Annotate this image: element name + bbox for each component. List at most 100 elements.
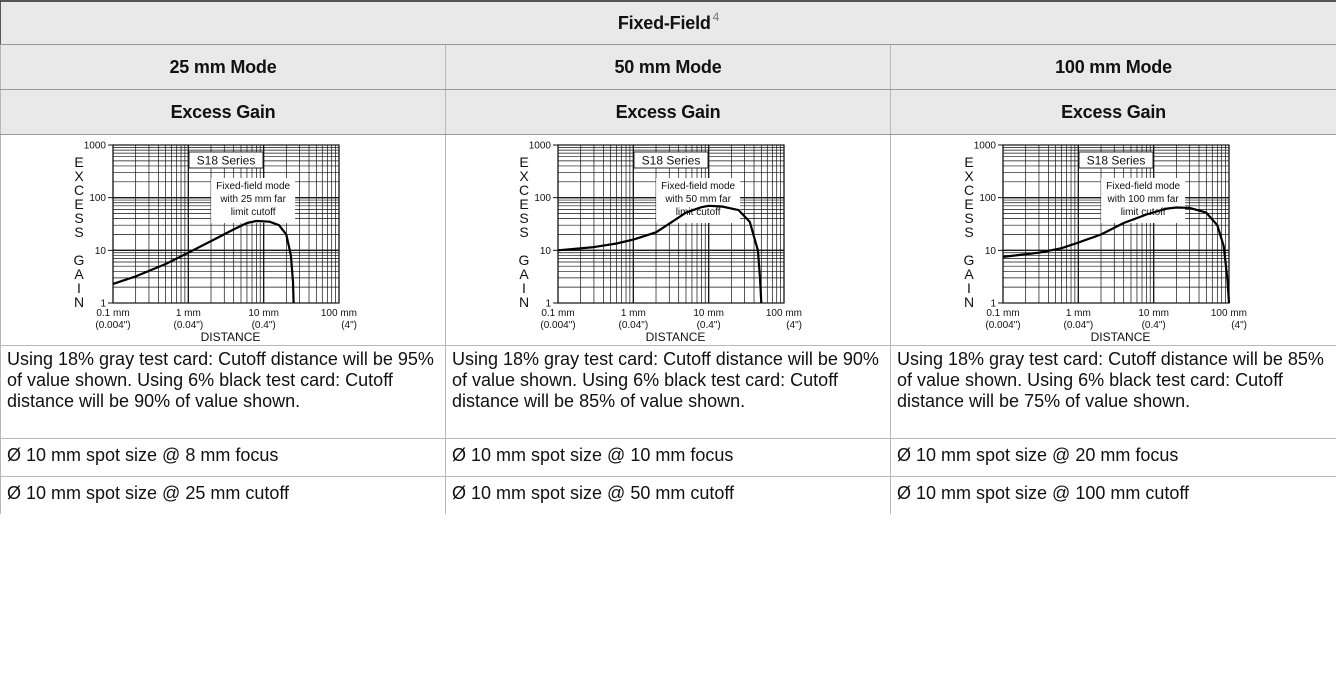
mode-header-50: 50 mm Mode	[445, 44, 891, 90]
mode-annotation-line: Fixed-field mode	[216, 181, 290, 192]
x-tick-label: 100 mm	[766, 308, 802, 319]
x-tick-label-inch: (0.4")	[1142, 320, 1166, 331]
y-tick-label: 10	[540, 246, 552, 257]
grid	[1002, 144, 1230, 304]
plot-frame	[557, 144, 785, 304]
focus-spec-50: Ø 10 mm spot size @ 10 mm focus	[445, 438, 891, 477]
x-tick-label-inch: (0.004")	[95, 320, 130, 331]
focus-row: Ø 10 mm spot size @ 8 mm focus Ø 10 mm s…	[0, 438, 1336, 477]
y-axis-label-letter: S	[519, 210, 528, 226]
y-axis-label-letter: E	[964, 154, 973, 170]
excess-gain-header-50: Excess Gain	[445, 89, 891, 135]
chart-cell-50: S18 Series Fixed-field mode with 50 mm far…	[445, 134, 891, 346]
y-axis-label-letter: C	[964, 182, 974, 198]
cutoff-row: Ø 10 mm spot size @ 25 mm cutoff Ø 10 mm…	[0, 476, 1336, 514]
y-tick-label: 100	[534, 193, 551, 204]
mode-annotation-line: Fixed-field mode	[1106, 181, 1180, 192]
cutoff-spec-100: Ø 10 mm spot size @ 100 mm cutoff	[889, 476, 1336, 514]
y-axis-label-letter: X	[519, 168, 529, 184]
mode-annotation-line: with 50 mm far	[664, 194, 731, 205]
y-axis-label-letter: I	[77, 280, 81, 296]
y-axis-label-letter: A	[74, 266, 84, 282]
excess-gain-curve	[112, 219, 295, 304]
series-label-box	[633, 151, 709, 169]
fixed-field-table: Fixed-Field 4 25 mm Mode 50 mm Mode 100 m…	[0, 0, 1336, 514]
y-tick-label: 1000	[974, 141, 997, 152]
mode-header-25: 25 mm Mode	[0, 44, 446, 90]
description-row: Using 18% gray test card: Cutoff distanc…	[0, 345, 1336, 439]
y-axis-label-letter: E	[519, 196, 528, 212]
x-axis-label: DISTANCE	[646, 330, 706, 344]
y-tick-label: 1	[545, 299, 551, 310]
y-axis-label-letter: S	[74, 210, 83, 226]
x-tick-label-inch: (0.4")	[697, 320, 721, 331]
y-axis-label-letter: X	[74, 168, 84, 184]
series-label-box	[188, 151, 264, 169]
mode-annotation-line: limit cutoff	[231, 207, 276, 218]
x-tick-label-inch: (0.004")	[540, 320, 575, 331]
mode-annotation-line: with 25 mm far	[219, 194, 286, 205]
x-tick-label: 1 mm	[1066, 308, 1091, 319]
x-tick-label: 100 mm	[321, 308, 357, 319]
cutoff-spec-50: Ø 10 mm spot size @ 50 mm cutoff	[445, 476, 891, 514]
mode-annotation-line: with 100 mm far	[1107, 194, 1180, 205]
table-title: Fixed-Field 4	[0, 0, 1336, 45]
chart-cell-100: S18 Series Fixed-field mode with 100 mm fa…	[889, 134, 1336, 346]
series-label-box	[1078, 151, 1154, 169]
y-axis-label-letter: G	[74, 252, 85, 268]
x-tick-label: 1 mm	[621, 308, 646, 319]
y-axis-label-letter: I	[967, 280, 971, 296]
y-tick-label: 1	[990, 299, 996, 310]
y-axis-label-letter: X	[964, 168, 974, 184]
excess-gain-header-100: Excess Gain	[889, 89, 1336, 135]
focus-spec-25: Ø 10 mm spot size @ 8 mm focus	[0, 438, 446, 477]
chart-cell-25: S18 Series Fixed-field mode with 25 mm far…	[0, 134, 446, 346]
x-tick-label: 1 mm	[176, 308, 201, 319]
excess-gain-curve	[557, 204, 763, 304]
description-50: Using 18% gray test card: Cutoff distanc…	[445, 345, 891, 439]
y-axis-label-letter: S	[519, 224, 528, 240]
subheader-row: Excess Gain Excess Gain Excess Gain	[0, 89, 1336, 135]
y-tick-label: 10	[985, 246, 997, 257]
x-tick-label-inch: (0.04")	[618, 320, 648, 331]
series-label: S18 Series	[197, 154, 256, 168]
title-row: Fixed-Field 4	[0, 0, 1336, 45]
y-axis-label-letter: N	[74, 294, 84, 310]
x-tick-label: 10 mm	[693, 308, 724, 319]
plot-frame	[1002, 144, 1230, 304]
y-axis-label-letter: E	[964, 196, 973, 212]
y-axis-label-letter: S	[964, 210, 973, 226]
x-tick-label: 0.1 mm	[986, 308, 1019, 319]
x-tick-label-inch: (4")	[786, 320, 802, 331]
y-axis-label-letter: A	[964, 266, 974, 282]
mode-header-100: 100 mm Mode	[889, 44, 1336, 90]
series-label: S18 Series	[642, 154, 701, 168]
y-tick-label: 100	[89, 193, 106, 204]
y-axis-label-letter: S	[74, 224, 83, 240]
x-tick-label: 10 mm	[248, 308, 279, 319]
x-tick-label: 10 mm	[1138, 308, 1169, 319]
y-axis-label-letter: G	[964, 252, 975, 268]
y-axis-label-letter: C	[74, 182, 84, 198]
excess-gain-chart-50: S18 Series Fixed-field mode with 50 mm far…	[519, 141, 802, 345]
x-axis-label: DISTANCE	[201, 330, 261, 344]
focus-spec-100: Ø 10 mm spot size @ 20 mm focus	[889, 438, 1336, 477]
y-tick-label: 10	[95, 246, 107, 257]
chart-row: S18 Series Fixed-field mode with 25 mm far…	[0, 134, 1336, 346]
x-tick-label: 100 mm	[1211, 308, 1247, 319]
footnote-ref[interactable]: 4	[712, 9, 720, 24]
grid	[112, 144, 340, 304]
excess-gain-header-25: Excess Gain	[0, 89, 446, 135]
y-tick-label: 1000	[529, 141, 552, 152]
x-tick-label-inch: (4")	[341, 320, 357, 331]
x-tick-label: 0.1 mm	[96, 308, 129, 319]
mode-annotation-box	[656, 178, 741, 223]
y-axis-label-letter: N	[964, 294, 974, 310]
mode-annotation-box	[211, 178, 296, 223]
y-tick-label: 1000	[84, 141, 107, 152]
y-axis-label-letter: I	[522, 280, 526, 296]
y-axis-label-letter: E	[74, 154, 83, 170]
y-axis-label-letter: C	[519, 182, 529, 198]
excess-gain-chart-25: S18 Series Fixed-field mode with 25 mm far…	[74, 141, 357, 345]
mode-annotation-line: Fixed-field mode	[661, 181, 735, 192]
